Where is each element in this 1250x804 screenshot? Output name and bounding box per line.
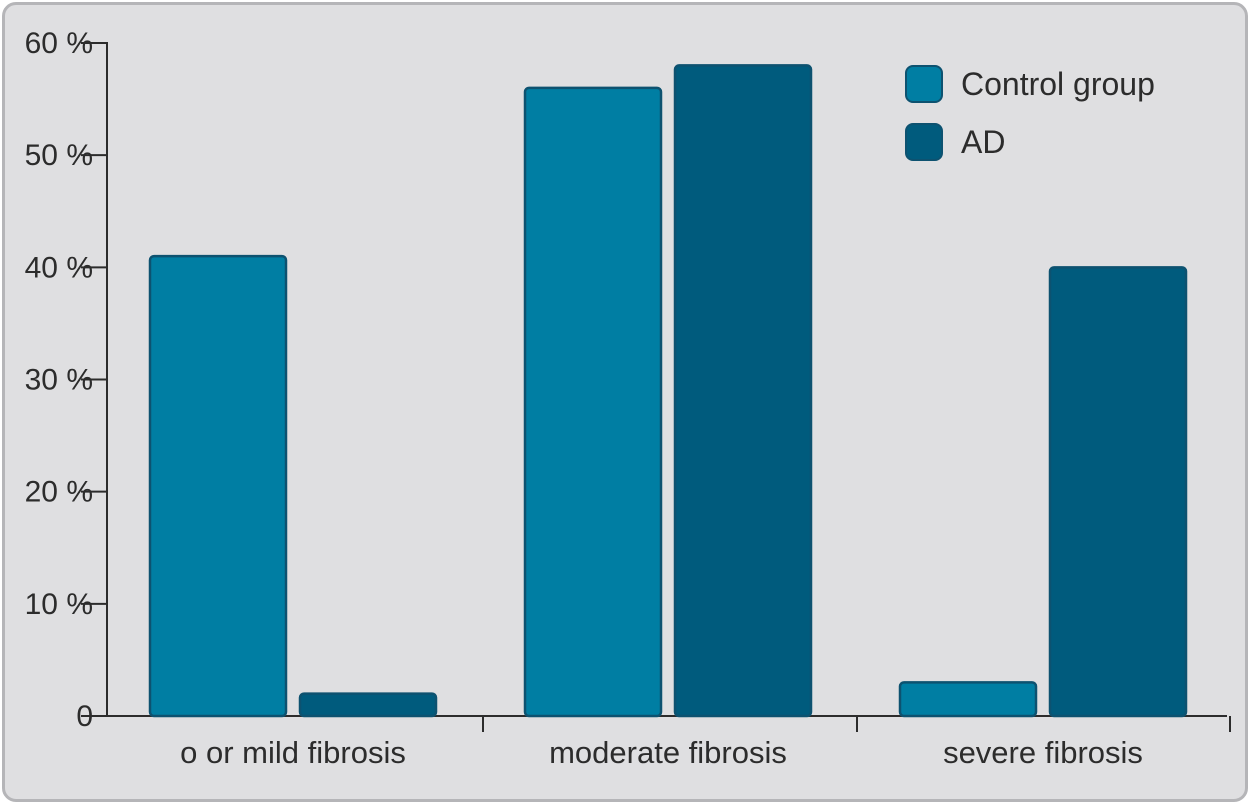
bar-ad-1 [298, 692, 438, 718]
legend: Control group AD [905, 65, 1155, 161]
axes [81, 42, 1231, 732]
bar-control-group-1 [148, 254, 288, 718]
y-tick-label: 50 % [25, 139, 93, 172]
x-category-label: o or mild fibrosis [180, 735, 406, 770]
bar-control-group-3 [898, 681, 1038, 718]
x-category-label: severe fibrosis [943, 735, 1143, 770]
bar-control-group-2 [523, 86, 663, 718]
bar-ad-3 [1048, 266, 1188, 718]
legend-swatch [905, 123, 943, 161]
y-tick-label: 20 % [25, 476, 93, 509]
y-tick-label: 60 % [25, 27, 93, 60]
legend-swatch [905, 65, 943, 103]
y-tick-label: 30 % [25, 364, 93, 397]
y-tick-label: 40 % [25, 251, 93, 284]
y-tick-label: 0 [76, 700, 93, 733]
y-tick-labels: 0 10 % 20 % 30 % 40 % 50 % 60 % [25, 27, 93, 733]
bar-chart: 0 10 % 20 % 30 % 40 % 50 % 60 % o or mild fibr… [25, 27, 1231, 770]
legend-label: Control group [961, 66, 1155, 102]
bar-ad-2 [673, 64, 813, 718]
y-tick-label: 10 % [25, 588, 93, 621]
x-category-labels: o or mild fibrosis moderate fibrosis sever… [180, 735, 1143, 770]
legend-label: AD [961, 124, 1005, 160]
bars [148, 64, 1188, 718]
x-category-label: moderate fibrosis [549, 735, 787, 770]
